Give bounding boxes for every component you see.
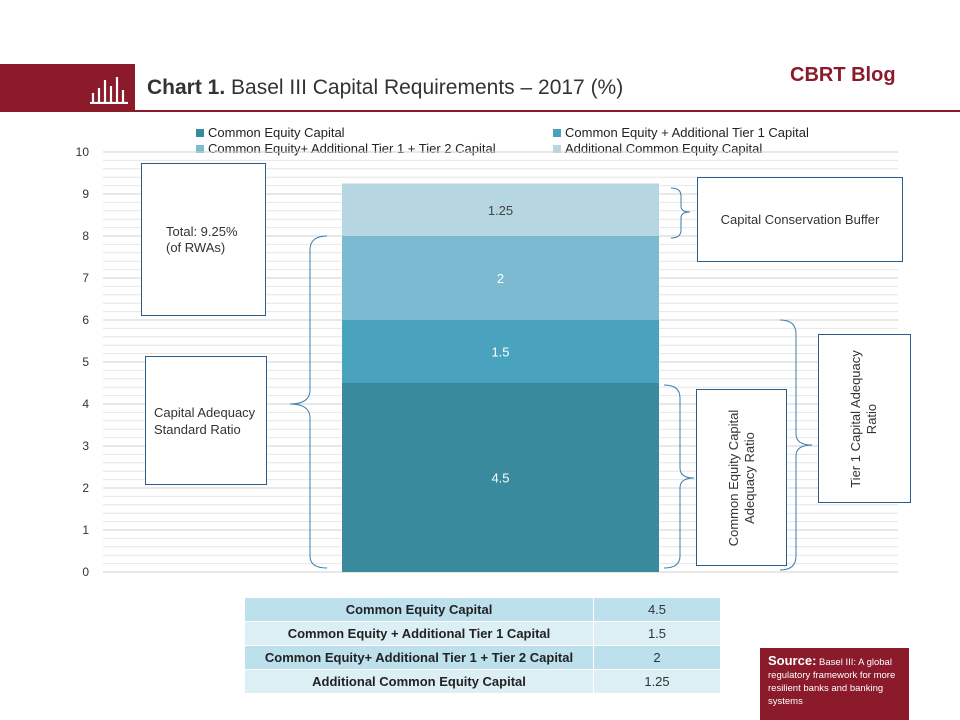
source-text: Basel III: A global regulatory framework… — [768, 657, 896, 707]
table-row: Common Equity+ Additional Tier 1 + Tier … — [244, 645, 721, 670]
capital-adequacy-line1: Capital Adequacy — [154, 405, 256, 420]
capital-adequacy-box: Capital Adequacy Standard Ratio — [145, 356, 267, 485]
data-table: Common Equity Capital 4.5 Common Equity … — [244, 597, 721, 694]
legend-swatch-1 — [196, 128, 204, 137]
blog-label: CBRT Blog — [790, 64, 896, 86]
y-tick-label: 0 — [82, 565, 89, 579]
total-line1: Total: 9.25% — [166, 224, 238, 239]
source-box: Source: Basel III: A global regulatory f… — [760, 648, 909, 720]
cet1-ratio-label: Common Equity Capital Adequacy Ratio — [726, 388, 760, 568]
legend-swatch-4 — [553, 144, 561, 153]
total-box: Total: 9.25% (of RWAs) — [141, 163, 266, 316]
legend-item-1: Common Equity Capital — [196, 125, 345, 140]
table-row: Common Equity + Additional Tier 1 Capita… — [244, 621, 721, 646]
y-tick-label: 4 — [82, 397, 89, 411]
chart-title: Chart 1. Basel III Capital Requirements … — [147, 76, 623, 100]
legend-item-2: Common Equity + Additional Tier 1 Capita… — [553, 125, 809, 140]
annotation-braces — [289, 187, 813, 571]
source-label: Source: — [768, 653, 817, 668]
total-line2: (of RWAs) — [166, 240, 226, 255]
y-tick-label: 5 — [82, 355, 89, 369]
table-row: Additional Common Equity Capital 1.25 — [244, 669, 721, 694]
legend-swatch-2 — [553, 128, 561, 137]
y-tick-label: 1 — [82, 523, 89, 537]
bar-segment-3 — [342, 236, 659, 320]
chart-title-bold: Chart 1. — [147, 76, 226, 99]
table-cell-label: Common Equity + Additional Tier 1 Capita… — [244, 621, 594, 646]
brace-tier1 — [779, 319, 813, 571]
table-cell-value: 1.5 — [593, 621, 721, 646]
bar-segment-2 — [342, 320, 659, 383]
cet1-line2: Adequacy Ratio — [742, 432, 757, 524]
y-tick-label: 8 — [82, 229, 89, 243]
brace-capital-adequacy — [289, 235, 328, 569]
bar-data-label-1: 4.5 — [491, 471, 509, 486]
table-cell-value: 4.5 — [593, 597, 721, 622]
y-tick-label: 10 — [76, 145, 90, 159]
cet1-ratio-box: Common Equity Capital Adequacy Ratio — [696, 389, 787, 566]
bar-data-labels: 4.5 1.5 2 1.25 — [488, 203, 513, 486]
table-cell-label: Common Equity Capital — [244, 597, 594, 622]
tier1-line2: Ratio — [864, 403, 879, 435]
bar-data-label-2: 1.5 — [491, 345, 509, 360]
bar-segment-4 — [342, 183, 659, 236]
y-axis-ticks: 0 1 2 3 4 5 6 7 8 9 10 — [76, 145, 90, 579]
cet1-line1: Common Equity Capital — [726, 409, 741, 547]
y-tick-label: 3 — [82, 439, 89, 453]
table-cell-label: Additional Common Equity Capital — [244, 669, 594, 694]
y-tick-label: 6 — [82, 313, 89, 327]
bar-data-label-4: 1.25 — [488, 203, 513, 218]
y-tick-label: 9 — [82, 187, 89, 201]
bar-chart-icon — [90, 77, 128, 104]
bar-segments — [342, 183, 659, 572]
conservation-buffer-label: Capital Conservation Buffer — [720, 212, 880, 227]
chart-title-text: Basel III Capital Requirements – 2017 (%… — [231, 76, 624, 99]
bar-segment-1 — [342, 383, 659, 572]
table-row: Common Equity Capital 4.5 — [244, 597, 721, 622]
title-rule — [135, 110, 960, 112]
y-tick-label: 2 — [82, 481, 89, 495]
capital-adequacy-line2: Standard Ratio — [154, 422, 241, 437]
y-tick-label: 7 — [82, 271, 89, 285]
tier1-line1: Tier 1 Capital Adequacy — [848, 350, 863, 488]
tier1-ratio-box: Tier 1 Capital Adequacy Ratio — [818, 334, 911, 503]
table-cell-value: 2 — [593, 645, 721, 670]
legend-label-2: Common Equity + Additional Tier 1 Capita… — [565, 125, 809, 140]
legend-label-1: Common Equity Capital — [208, 125, 345, 140]
title-band — [0, 64, 135, 112]
legend-swatch-3 — [196, 144, 204, 153]
conservation-buffer-box: Capital Conservation Buffer — [697, 177, 903, 262]
brace-conservation-buffer — [670, 187, 691, 239]
brace-cet1 — [663, 384, 695, 569]
bar-data-label-3: 2 — [497, 271, 504, 286]
tier1-ratio-label: Tier 1 Capital Adequacy Ratio — [848, 329, 882, 509]
table-cell-label: Common Equity+ Additional Tier 1 + Tier … — [244, 645, 594, 670]
table-cell-value: 1.25 — [593, 669, 721, 694]
